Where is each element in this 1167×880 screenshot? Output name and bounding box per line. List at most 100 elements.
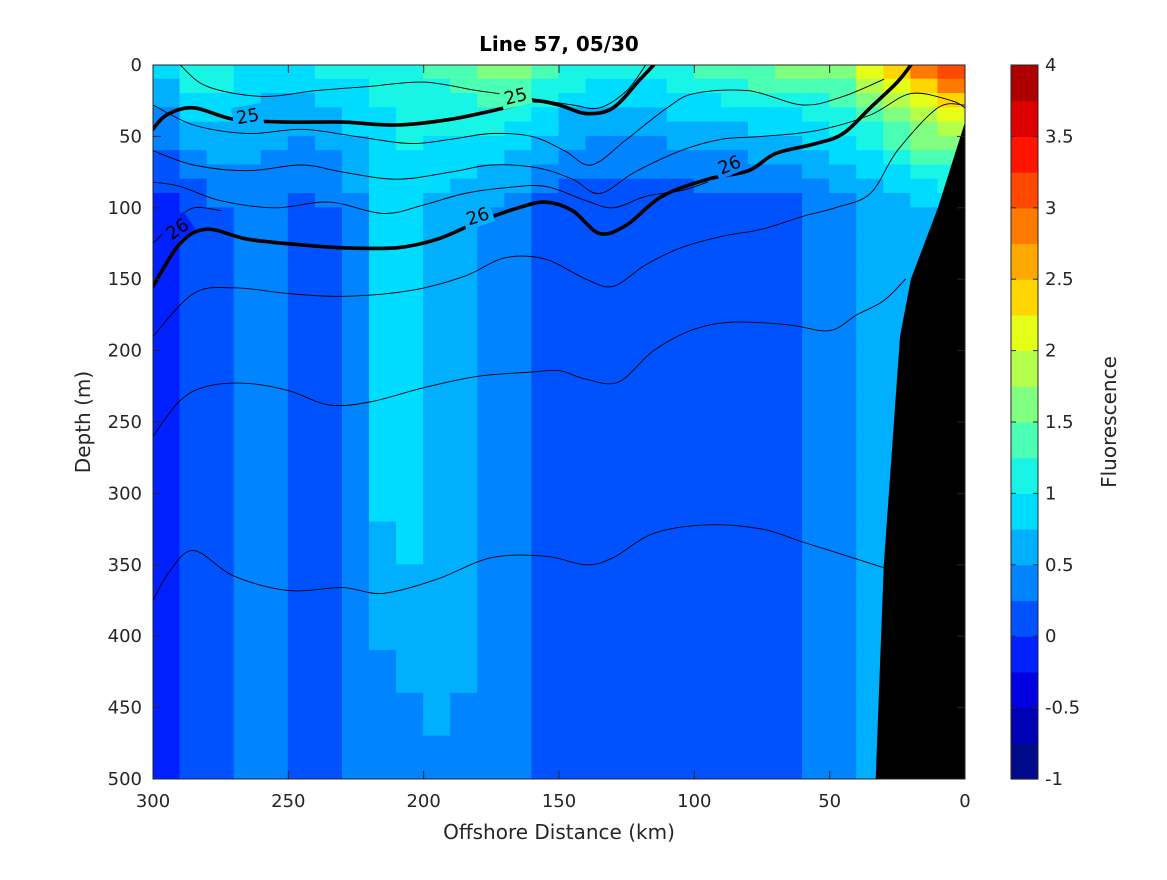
heatmap-cell (314, 564, 343, 609)
heatmap-cell (639, 392, 668, 437)
heatmap-cell (558, 392, 587, 437)
heatmap-cell (585, 521, 614, 566)
heatmap-cell (747, 478, 777, 523)
heatmap-cell (233, 135, 262, 152)
heatmap-cell (423, 150, 452, 166)
heatmap-cell (856, 235, 885, 266)
heatmap-cell (396, 235, 425, 266)
heatmap-cell (802, 564, 831, 609)
heatmap-cell (233, 350, 262, 394)
heatmap-cell (531, 107, 560, 123)
heatmap-cell (531, 292, 560, 323)
heatmap-cell (153, 392, 181, 437)
heatmap-cell (233, 607, 262, 651)
heatmap-cell (856, 164, 885, 180)
heatmap-cell (233, 207, 262, 237)
heatmap-cell (585, 564, 614, 609)
heatmap-cell (747, 607, 777, 651)
heatmap-cell (369, 150, 398, 166)
heatmap-cell (639, 65, 668, 80)
heatmap-cell (612, 478, 641, 523)
heatmap-cell (260, 65, 289, 80)
heatmap-cell (450, 607, 479, 651)
heatmap-cell (829, 178, 858, 195)
heatmap-cell (341, 435, 371, 480)
heatmap-cell (233, 150, 262, 166)
heatmap-cell (612, 65, 641, 80)
heatmap-cell (153, 65, 181, 80)
heatmap-cell (341, 521, 371, 566)
colorbar-segment (1011, 207, 1038, 245)
heatmap-cell (910, 135, 939, 152)
heatmap-cell (802, 78, 831, 95)
heatmap-cell (504, 692, 533, 737)
heatmap-cell (531, 735, 560, 779)
heatmap-cell (829, 93, 858, 109)
heatmap-cell (314, 207, 343, 237)
heatmap-cell (802, 321, 831, 352)
heatmap-cell (531, 235, 560, 266)
heatmap-cell (910, 178, 939, 195)
heatmap-cell (341, 692, 371, 737)
colorbar-segment (1011, 243, 1038, 280)
heatmap-cell (666, 150, 695, 166)
heatmap-cell (720, 193, 749, 209)
heatmap-cell (558, 735, 587, 779)
heatmap-cell (531, 78, 560, 95)
heatmap-cell (720, 392, 749, 437)
heatmap-cell (666, 350, 695, 394)
heatmap-cell (153, 121, 181, 137)
heatmap-cell (287, 207, 316, 237)
heatmap-cell (504, 607, 533, 651)
heatmap-cell (720, 78, 749, 95)
heatmap-cell (612, 649, 641, 694)
density-contour (153, 181, 709, 214)
y-axis-label: Depth (m) (71, 371, 95, 473)
contour-label: 25 (498, 82, 533, 110)
heatmap-cell (585, 93, 614, 109)
heatmap-cell (153, 135, 181, 152)
heatmap-cell (558, 93, 587, 109)
heatmap-cell (829, 193, 858, 209)
heatmap-cell (558, 692, 587, 737)
heatmap-cell (153, 150, 181, 166)
heatmap-cell (260, 93, 289, 109)
heatmap-cell (666, 521, 695, 566)
contour-label-bg (498, 82, 533, 110)
heatmap-cell (450, 93, 479, 109)
heatmap-cell (287, 107, 316, 123)
heatmap-cell (802, 478, 831, 523)
heatmap-cell (260, 178, 289, 195)
y-tick-label: 500 (108, 769, 142, 790)
heatmap-cell (775, 150, 804, 166)
heatmap-cell (287, 193, 316, 209)
y-tick-label: 400 (108, 626, 142, 647)
heatmap-cell (829, 692, 858, 737)
heatmap-cell (314, 478, 343, 523)
heatmap-cell (341, 107, 371, 123)
heatmap-cell (531, 649, 560, 694)
colorbar-segment (1011, 529, 1038, 566)
heatmap-cell (341, 649, 371, 694)
heatmap-cell (396, 564, 425, 609)
heatmap-cell (612, 735, 641, 779)
heatmap-cell (369, 521, 398, 566)
heatmap-cell (504, 150, 533, 166)
heatmap-cell (341, 164, 371, 180)
heatmap-cell (585, 264, 614, 294)
heatmap-cell (314, 164, 343, 180)
heatmap-cell (747, 178, 777, 195)
heatmap-cell (314, 121, 343, 137)
heatmap-cell (233, 692, 262, 737)
heatmap-cell (287, 78, 316, 95)
heatmap-cell (775, 521, 804, 566)
heatmap-cell (314, 178, 343, 195)
heatmap-cell (558, 235, 587, 266)
heatmap-cell (775, 107, 804, 123)
heatmap-cell (747, 164, 777, 180)
heatmap-cell (720, 121, 749, 137)
heatmap-cell (179, 350, 208, 394)
heatmap-cell (260, 321, 289, 352)
heatmap-cell (802, 735, 831, 779)
colorbar-segment (1011, 386, 1038, 423)
